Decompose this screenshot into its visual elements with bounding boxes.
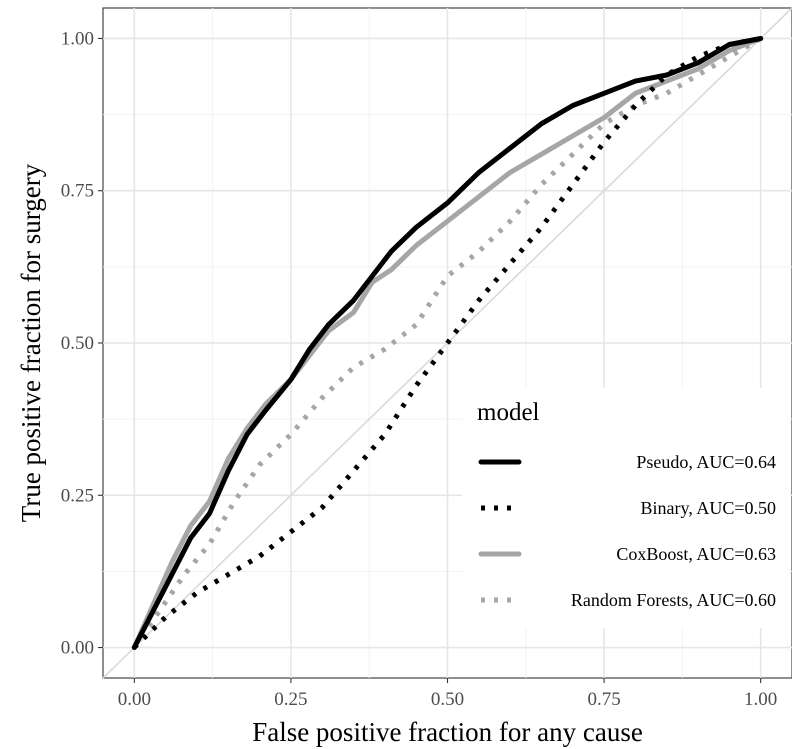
x-axis-tick-labels: 0.00 0.25 0.50 0.75 1.00 [118,689,778,710]
legend-title: model [477,399,540,426]
series-line-coxboost [131,36,764,650]
x-tick-label: 1.00 [744,689,777,710]
x-tick-label: 0.75 [587,689,620,710]
y-axis-tick-labels: 0.00 0.25 0.50 0.75 1.00 [61,28,94,658]
legend: model Pseudo, AUC=0.64 Binary, AUC=0.50 Co… [462,388,790,628]
series-line-pseudo [131,36,764,650]
x-tick-label: 0.25 [274,689,307,710]
legend-items: Pseudo, AUC=0.64 Binary, AUC=0.50 CoxBoost… [478,452,776,610]
legend-background [462,388,790,628]
y-tick-label: 0.25 [61,485,94,506]
y-tick-label: 0.75 [61,181,94,202]
y-axis-title: True positive fraction for surgery [16,163,46,522]
plot-panel [102,7,792,679]
legend-label-random-forests: Random Forests, AUC=0.60 [571,590,776,610]
y-tick-label: 1.00 [61,28,94,49]
x-tick-label: 0.50 [431,689,464,710]
y-tick-label: 0.50 [61,333,94,354]
legend-label-binary: Binary, AUC=0.50 [641,498,776,518]
x-tick-label: 0.00 [118,689,151,710]
x-axis-title: False positive fraction for any cause [252,717,643,747]
legend-label-pseudo: Pseudo, AUC=0.64 [636,452,776,472]
y-tick-label: 0.00 [61,638,94,659]
axis-ticks [98,37,762,683]
series-line-binary [132,36,762,650]
series-lines [131,36,764,650]
legend-label-coxboost: CoxBoost, AUC=0.63 [616,544,776,564]
